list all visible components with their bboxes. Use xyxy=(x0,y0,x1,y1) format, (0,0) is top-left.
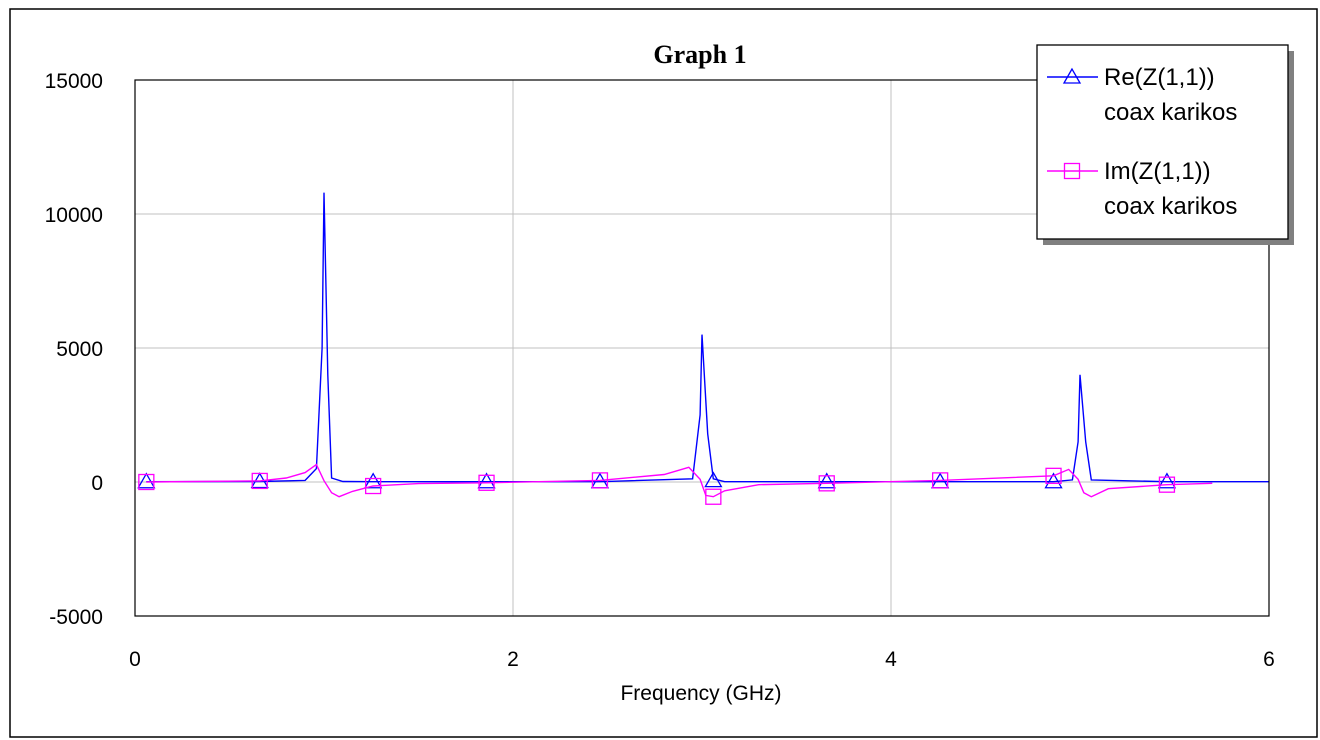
series-marker xyxy=(1157,472,1177,489)
series-line xyxy=(146,192,1269,483)
series-marker xyxy=(477,472,496,489)
chart-title: Graph 1 xyxy=(653,40,746,69)
y-tick-label: 15000 xyxy=(45,70,103,93)
legend-label-line2: coax karikos xyxy=(1104,193,1237,220)
series-marker xyxy=(591,472,609,489)
legend-entry-re: Re(Z(1,1)) coax karikos xyxy=(1047,64,1237,126)
x-axis-label: Frequency (GHz) xyxy=(620,682,781,705)
legend-label-line2: coax karikos xyxy=(1104,99,1237,126)
series-marker xyxy=(931,472,949,489)
x-tick-label: 2 xyxy=(507,648,519,671)
legend-label: Im(Z(1,1)) xyxy=(1104,158,1211,185)
series-marker xyxy=(705,488,722,505)
x-tick-label: 6 xyxy=(1263,648,1275,671)
series-marker xyxy=(1045,467,1062,484)
series-im xyxy=(138,463,1213,505)
series-marker xyxy=(1158,476,1176,493)
y-tick-label: -5000 xyxy=(49,606,103,629)
legend-swatch-marker xyxy=(1062,67,1082,84)
plot-series xyxy=(137,192,1269,505)
y-tick-label: 10000 xyxy=(45,204,103,227)
x-tick-label: 4 xyxy=(885,648,897,671)
legend[interactable]: Re(Z(1,1)) coax karikos Im(Z(1,1)) coax kar… xyxy=(1036,44,1294,245)
plot-area-border xyxy=(134,79,1270,617)
legend-entry-im: Im(Z(1,1)) coax karikos xyxy=(1047,158,1237,220)
x-tick-label: 0 xyxy=(129,648,141,671)
y-tick-label: 0 xyxy=(91,472,103,495)
legend-swatch-marker xyxy=(1063,162,1081,180)
series-marker xyxy=(817,472,836,489)
y-tick-label: 5000 xyxy=(56,338,103,361)
tick-labels: -5000 0 5000 10000 15000 0 2 4 6 xyxy=(45,70,1275,671)
series-marker xyxy=(818,475,835,492)
series-marker xyxy=(137,472,156,489)
series-marker xyxy=(364,472,383,489)
series-marker xyxy=(704,471,723,488)
legend-label: Re(Z(1,1)) xyxy=(1104,64,1215,91)
series-marker xyxy=(478,474,495,491)
series-marker xyxy=(1044,472,1063,489)
series-marker xyxy=(251,472,268,490)
series-line xyxy=(146,463,1213,498)
chart-frame xyxy=(9,8,1318,738)
series-marker xyxy=(138,473,155,491)
series-marker xyxy=(364,477,382,495)
